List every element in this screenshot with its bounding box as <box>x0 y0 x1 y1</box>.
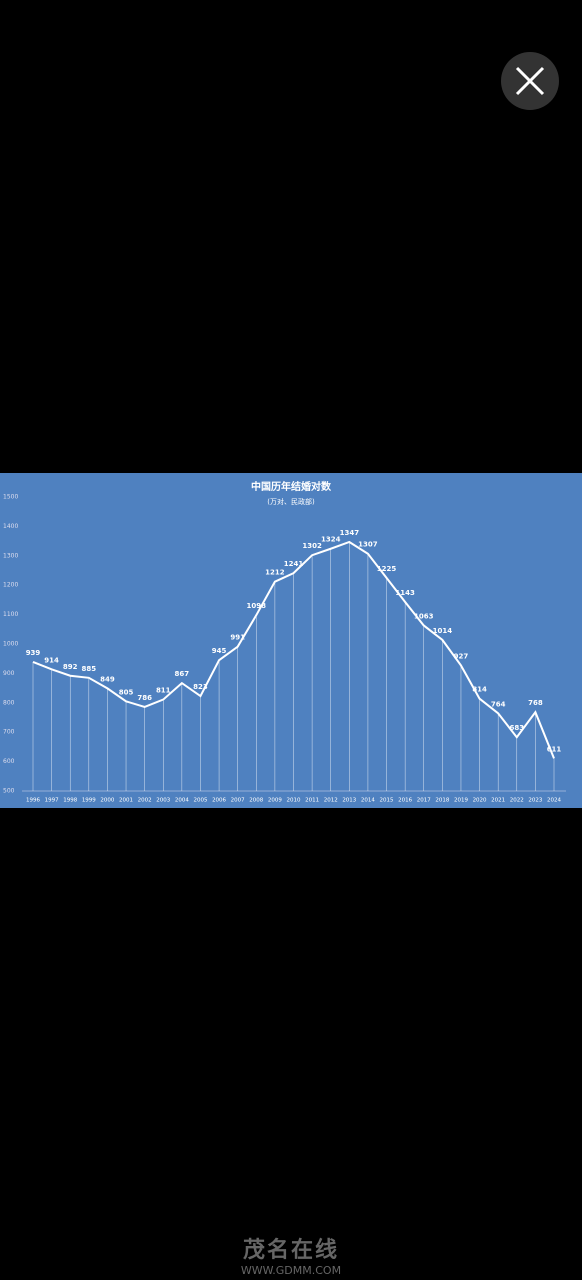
x-tick-label: 2023 <box>528 798 542 804</box>
data-label: 1302 <box>302 542 322 550</box>
data-label: 1347 <box>340 529 360 537</box>
x-tick-label: 2014 <box>361 798 375 804</box>
x-tick-label: 2018 <box>435 798 449 804</box>
x-tick-label: 2016 <box>398 798 412 804</box>
x-tick-label: 2019 <box>454 798 468 804</box>
data-label: 927 <box>454 652 469 660</box>
chart: 中国历年结婚对数 (万对、民政部) 500 600 700 800 900 1000 110… <box>0 473 582 808</box>
data-label: 885 <box>82 665 97 673</box>
y-tick-label: 1100 <box>3 611 18 618</box>
data-label: 683 <box>509 724 524 732</box>
data-label: 945 <box>212 647 227 655</box>
x-tick-label: 2022 <box>510 798 524 804</box>
x-tick-label: 2021 <box>491 798 505 804</box>
data-label: 939 <box>26 649 41 657</box>
x-tick-label: 2010 <box>287 798 301 804</box>
chart-subtitle: (万对、民政部) <box>267 497 315 506</box>
x-tick-label: 2002 <box>138 798 152 804</box>
data-label: 1324 <box>321 536 341 544</box>
y-tick-label: 1400 <box>3 523 18 530</box>
data-label: 811 <box>156 687 171 695</box>
close-button[interactable] <box>500 51 560 111</box>
x-tick-label: 2001 <box>119 798 133 804</box>
series-line <box>32 540 555 759</box>
y-tick-label: 1300 <box>3 552 18 559</box>
x-tick-label: 2005 <box>193 798 207 804</box>
x-tick-label: 2013 <box>342 798 356 804</box>
watermark: 茂名在线 WWW.GDMM.COM <box>0 1232 582 1277</box>
y-tick-label: 1200 <box>3 582 18 589</box>
x-tick-label: 2008 <box>249 798 263 804</box>
y-tick-label: 900 <box>3 670 15 677</box>
data-label: 991 <box>230 634 245 642</box>
chart-background <box>0 473 582 808</box>
y-tick-label: 600 <box>3 758 15 765</box>
x-tick-label: 2012 <box>324 798 338 804</box>
data-label: 768 <box>528 699 543 707</box>
data-label: 1212 <box>265 569 285 577</box>
y-tick-label: 700 <box>3 729 15 736</box>
y-tick-label: 800 <box>3 699 15 706</box>
y-tick-label: 1500 <box>3 494 18 501</box>
x-tick-label: 2015 <box>380 798 394 804</box>
data-label: 1014 <box>433 627 453 635</box>
x-tick-label: 2024 <box>547 798 561 804</box>
y-tick-label: 1000 <box>3 641 18 648</box>
data-label: 786 <box>137 694 152 702</box>
data-label: 849 <box>100 675 115 683</box>
x-tick-label: 1999 <box>82 798 96 804</box>
data-label: 805 <box>119 688 134 696</box>
data-label: 867 <box>175 670 190 678</box>
data-label: 1307 <box>358 541 378 549</box>
data-label: 892 <box>63 663 78 671</box>
x-tick-label: 2004 <box>175 798 189 804</box>
watermark-name: 茂名在线 <box>242 1238 339 1263</box>
data-label: 914 <box>44 656 59 664</box>
y-tick-label: 500 <box>3 788 15 795</box>
x-tick-label: 2000 <box>100 798 114 804</box>
x-tick-label: 2020 <box>473 798 487 804</box>
data-label: 1063 <box>414 612 434 620</box>
watermark-url: WWW.GDMM.COM <box>240 1264 342 1277</box>
x-tick-label: 2007 <box>231 798 245 804</box>
data-label: 764 <box>491 700 506 708</box>
x-tick-label: 2011 <box>305 798 319 804</box>
data-label: 1143 <box>395 589 415 597</box>
x-tick-label: 1997 <box>45 798 59 804</box>
x-tick-label: 1998 <box>63 798 77 804</box>
x-tick-label: 1996 <box>26 798 40 804</box>
data-label: 1098 <box>247 602 267 610</box>
x-tick-label: 2009 <box>268 798 282 804</box>
data-label: 611 <box>547 745 562 753</box>
chart-title: 中国历年结婚对数 <box>251 480 332 493</box>
x-tick-label: 2006 <box>212 798 226 804</box>
data-label: 823 <box>193 683 208 691</box>
close-icon <box>515 66 545 96</box>
data-label: 1241 <box>284 560 304 568</box>
x-tick-label: 2003 <box>156 798 170 804</box>
data-label: 814 <box>472 686 487 694</box>
x-tick-label: 2017 <box>417 798 431 804</box>
data-label: 1225 <box>377 565 397 573</box>
